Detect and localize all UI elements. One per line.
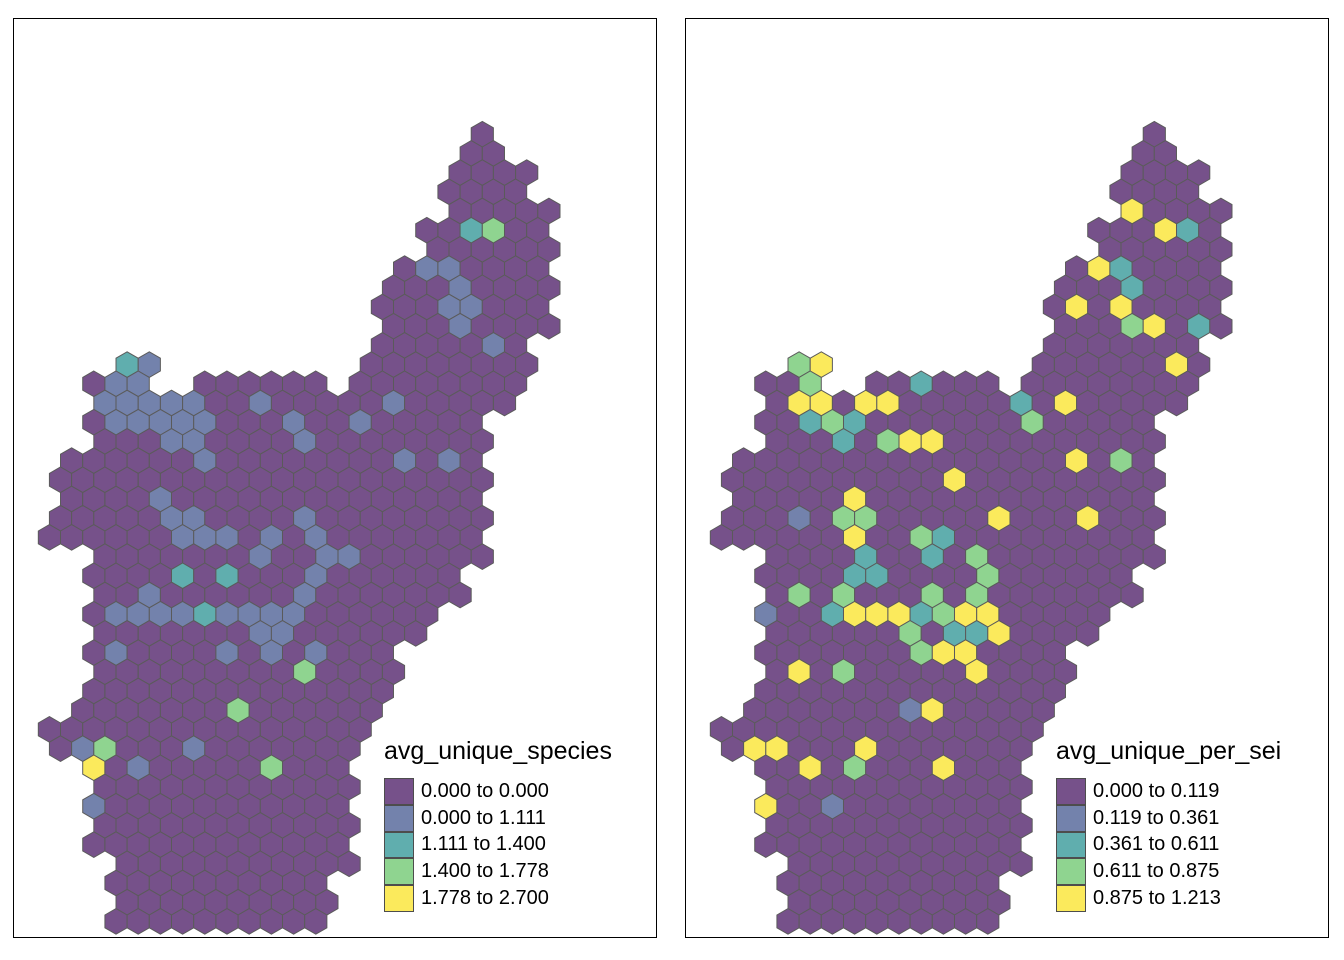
- hex-cell: [470, 543, 494, 570]
- legend-label: 0.361 to 0.611: [1093, 833, 1220, 856]
- legend-swatch: [384, 885, 414, 912]
- legend-title: avg_unique_species: [384, 737, 612, 765]
- hex-cell: [404, 620, 428, 647]
- legend-item: 1.778 to 2.700: [384, 885, 612, 912]
- hex-cell: [537, 312, 561, 340]
- legend-swatch: [1056, 831, 1086, 859]
- hex-cell: [1076, 620, 1100, 647]
- hexbin-map-avg-unique-per-sei: [709, 120, 1233, 935]
- hex-cell: [1009, 850, 1033, 878]
- legend-label: 1.111 to 1.400: [421, 833, 546, 856]
- legend-swatch: [1056, 778, 1086, 805]
- legend-swatch: [1056, 885, 1086, 912]
- legend-item: 1.400 to 1.778: [384, 858, 612, 886]
- hex-cell: [1164, 389, 1189, 417]
- legend-item: 0.119 to 0.361: [1056, 804, 1281, 832]
- map-panel-avg-unique-species: avg_unique_species 0.000 to 0.000 0.000 …: [13, 18, 657, 938]
- legend-label: 1.778 to 2.700: [421, 887, 549, 910]
- legend-item: 0.000 to 0.000: [384, 778, 612, 805]
- legend-title: avg_unique_per_sei: [1056, 737, 1282, 765]
- legend-swatch: [384, 831, 414, 859]
- legend-avg-unique-per-sei: avg_unique_per_sei 0.000 to 0.119 0.119 …: [1056, 737, 1281, 912]
- legend-item: 0.000 to 0.119: [1056, 778, 1281, 805]
- legend-swatch: [384, 804, 414, 832]
- legend-avg-unique-species: avg_unique_species 0.000 to 0.000 0.000 …: [384, 737, 612, 912]
- legend-item: 0.875 to 1.213: [1056, 885, 1281, 912]
- map-panel-avg-unique-per-sei: avg_unique_per_sei 0.000 to 0.119 0.119 …: [685, 18, 1329, 938]
- legend-swatch: [384, 858, 414, 886]
- hex-cell: [337, 850, 361, 878]
- legend-label: 0.119 to 0.361: [1093, 806, 1220, 829]
- legend-label: 0.611 to 0.875: [1093, 860, 1220, 883]
- legend-label: 0.000 to 0.119: [1093, 779, 1220, 802]
- hex-cell: [448, 581, 472, 609]
- legend-label: 0.000 to 1.111: [421, 806, 546, 829]
- legend-label: 0.875 to 1.213: [1093, 887, 1221, 910]
- legend-item: 0.611 to 0.875: [1056, 858, 1281, 886]
- hex-cell: [976, 908, 1000, 935]
- hex-cell: [492, 389, 517, 417]
- legend-item: 1.111 to 1.400: [384, 831, 612, 859]
- legend-swatch: [1056, 804, 1086, 832]
- legend-label: 1.400 to 1.778: [421, 860, 549, 883]
- hex-cell: [1142, 543, 1166, 570]
- legend-swatch: [1056, 858, 1086, 886]
- hex-cell: [1209, 312, 1233, 340]
- hex-cell: [1120, 581, 1144, 609]
- legend-swatch: [384, 778, 414, 805]
- legend-item: 0.000 to 1.111: [384, 804, 612, 832]
- legend-item: 0.361 to 0.611: [1056, 831, 1281, 859]
- hexbin-map-avg-unique-species: [37, 120, 561, 935]
- hex-cell: [304, 908, 328, 935]
- legend-label: 0.000 to 0.000: [421, 779, 549, 802]
